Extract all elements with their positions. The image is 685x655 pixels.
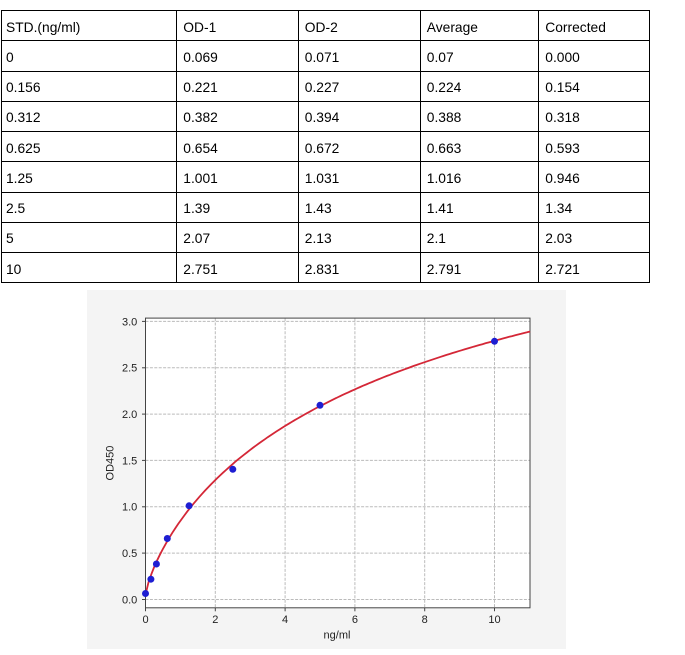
svg-text:8: 8 (422, 614, 428, 626)
svg-text:10: 10 (488, 614, 500, 626)
svg-text:OD450: OD450 (105, 446, 117, 481)
svg-text:3.0: 3.0 (122, 316, 137, 328)
svg-text:2.5: 2.5 (122, 363, 137, 375)
svg-text:2.0: 2.0 (122, 409, 137, 421)
svg-text:0.5: 0.5 (122, 548, 137, 560)
svg-text:1.5: 1.5 (122, 455, 137, 467)
svg-text:6: 6 (352, 614, 358, 626)
svg-text:4: 4 (282, 614, 288, 626)
svg-text:2: 2 (212, 614, 218, 626)
svg-text:0.0: 0.0 (122, 594, 137, 606)
svg-text:ng/ml: ng/ml (324, 629, 351, 641)
svg-text:1.0: 1.0 (122, 502, 137, 514)
svg-text:0: 0 (142, 614, 148, 626)
